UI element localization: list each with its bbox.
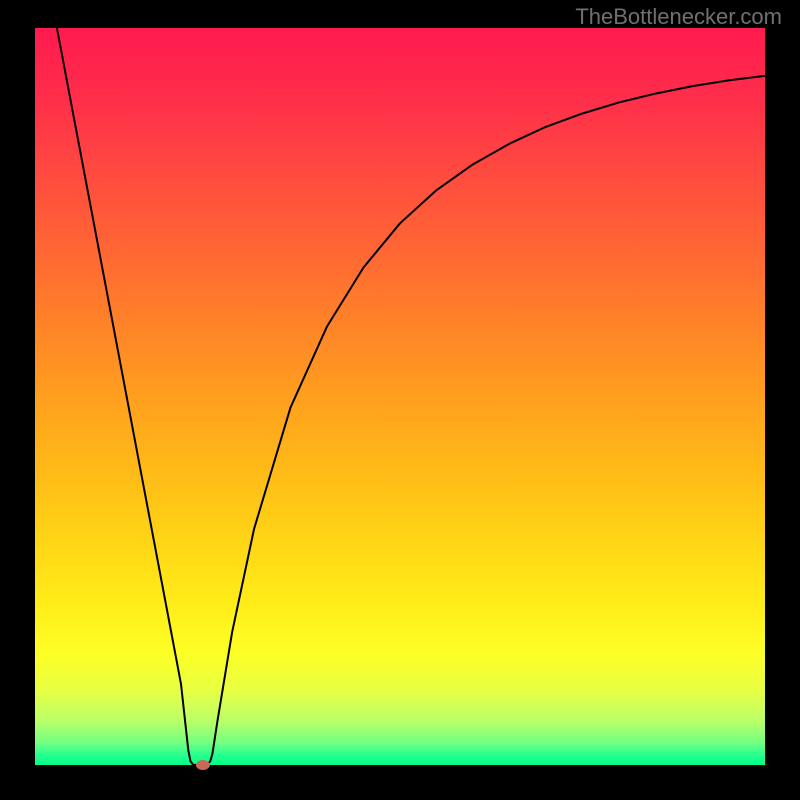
attribution-link[interactable]: TheBottlenecker.com xyxy=(575,4,782,30)
bottleneck-curve xyxy=(57,28,765,765)
attribution-text: TheBottlenecker.com xyxy=(575,4,782,29)
chart-container: TheBottlenecker.com xyxy=(0,0,800,800)
optimal-marker xyxy=(196,760,210,770)
chart-svg xyxy=(0,0,800,800)
